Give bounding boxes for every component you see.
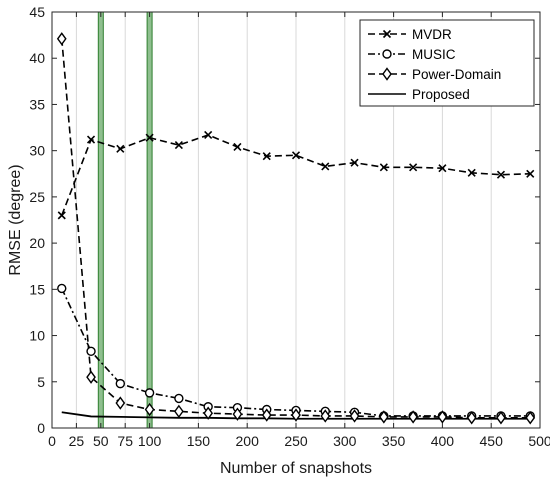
data-point-mvdr-12 (409, 163, 418, 172)
data-point-power-domain-16 (525, 411, 536, 425)
data-point-mvdr-11 (379, 163, 388, 172)
y-tick-label-6: 30 (29, 143, 45, 159)
highlight-band-0 (97, 11, 104, 429)
x-tick-label-7: 250 (284, 433, 308, 449)
x-axis-ticks: 0 25 50 75 100 150 200 250 300 350 400 450 500 (48, 12, 550, 449)
data-point-mvdr-1 (86, 135, 96, 144)
data-point-mvdr-7 (262, 152, 271, 161)
data-point-power-domain-2 (115, 396, 126, 410)
y-axis-label: RMSE (degree) (7, 164, 24, 275)
x-tick-label-2: 50 (93, 433, 109, 449)
data-point-power-domain-1 (86, 370, 96, 384)
data-point-music-3 (144, 388, 155, 398)
data-point-music-1 (86, 346, 96, 356)
x-tick-label-4: 100 (138, 433, 162, 449)
x-tick-label-5: 150 (187, 433, 211, 449)
data-point-mvdr-13 (438, 164, 447, 173)
data-point-mvdr-5 (204, 130, 213, 140)
y-tick-label-9: 45 (29, 4, 45, 20)
legend-marker-music (382, 49, 392, 59)
y-axis-ticks: 0 5 10 15 20 25 30 35 40 45 (29, 4, 540, 436)
data-point-power-domain-5 (203, 406, 214, 420)
x-tick-label-10: 400 (431, 433, 455, 449)
data-point-mvdr-9 (321, 162, 330, 171)
x-tick-label-1: 25 (69, 433, 85, 449)
data-point-power-domain-11 (378, 410, 389, 424)
data-point-mvdr-2 (116, 144, 125, 153)
x-tick-label-3: 75 (117, 433, 133, 449)
y-tick-label-2: 10 (29, 328, 45, 344)
data-point-music-4 (174, 393, 184, 404)
data-point-mvdr-15 (496, 170, 506, 179)
data-point-power-domain-12 (408, 410, 418, 424)
data-point-power-domain-0 (56, 32, 67, 46)
y-tick-label-4: 20 (29, 235, 45, 251)
legend-marker-mvdr (382, 29, 392, 39)
x-tick-label-12: 500 (528, 433, 550, 449)
data-point-music-0 (57, 283, 67, 294)
data-point-power-domain-13 (437, 410, 448, 424)
x-tick-label-11: 450 (480, 433, 504, 449)
legend-label-music: MUSIC (412, 47, 456, 62)
legend-label-mvdr: MVDR (412, 27, 452, 42)
series-line-mvdr (61, 134, 531, 216)
data-point-power-domain-15 (496, 411, 506, 425)
data-point-mvdr-6 (233, 142, 242, 152)
legend-box (359, 19, 535, 107)
y-tick-label-1: 5 (37, 374, 45, 390)
data-point-mvdr-8 (291, 151, 301, 160)
x-tick-label-0: 0 (48, 433, 56, 449)
data-point-power-domain-10 (349, 409, 360, 423)
y-tick-label-0: 0 (37, 420, 45, 436)
y-tick-label-5: 25 (29, 189, 45, 205)
data-point-mvdr-0 (57, 211, 66, 220)
y-tick-label-7: 35 (29, 96, 45, 112)
x-axis-label: Number of snapshots (220, 460, 372, 477)
data-point-mvdr-10 (350, 158, 359, 167)
legend-label-proposed: Proposed (412, 87, 470, 102)
data-point-power-domain-7 (261, 408, 272, 422)
series-markers (56, 32, 536, 425)
x-tick-label-9: 350 (382, 433, 406, 449)
x-tick-label-8: 300 (333, 433, 357, 449)
data-point-power-domain-3 (144, 402, 155, 417)
legend: MVDR MUSIC Power-Domain Proposed (359, 19, 535, 107)
data-point-power-domain-4 (174, 404, 184, 419)
highlight-band-1 (146, 11, 153, 429)
data-point-power-domain-9 (320, 409, 331, 423)
legend-label-power-domain: Power-Domain (412, 67, 501, 82)
data-point-power-domain-14 (466, 411, 477, 425)
data-point-mvdr-14 (467, 168, 476, 177)
legend-marker-power-domain (382, 67, 392, 81)
data-point-mvdr-3 (145, 133, 154, 142)
data-point-power-domain-6 (232, 407, 243, 421)
y-tick-label-3: 15 (29, 281, 45, 297)
data-point-power-domain-8 (291, 408, 301, 422)
x-tick-label-6: 200 (236, 433, 260, 449)
y-tick-label-8: 40 (29, 50, 45, 66)
data-point-mvdr-16 (526, 169, 535, 178)
data-point-mvdr-4 (174, 141, 183, 150)
data-point-music-2 (115, 378, 126, 389)
